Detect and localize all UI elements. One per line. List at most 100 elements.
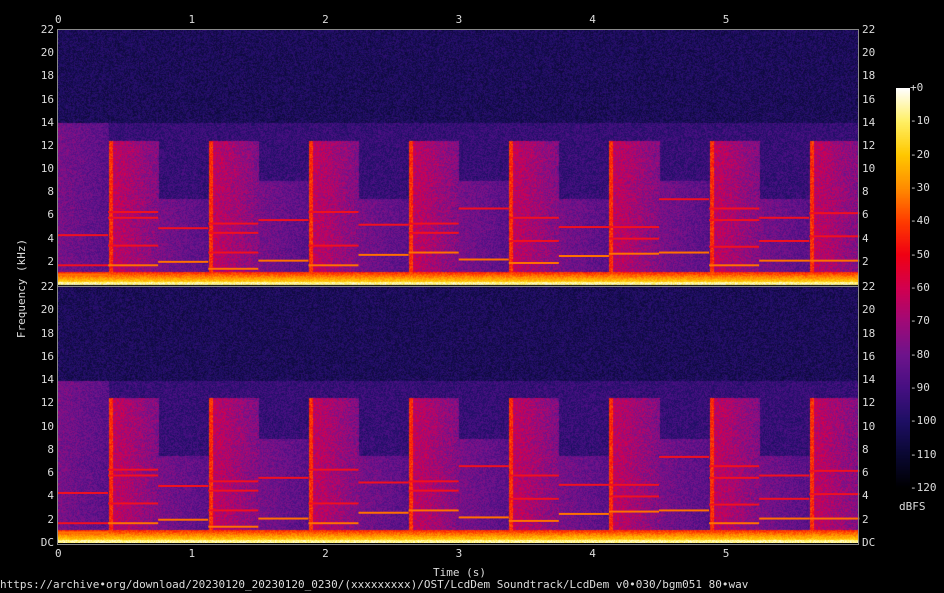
harmonic-line: [709, 219, 760, 222]
harmonic-line: [809, 212, 860, 215]
harmonic-line: [258, 476, 309, 479]
harmonic-line: [508, 474, 559, 477]
x-tick-label-top: 3: [455, 13, 463, 26]
x-axis-label: Time (s): [433, 566, 486, 579]
harmonic-line: [458, 465, 509, 468]
harmonic-line: [308, 502, 359, 505]
harmonic-line: [458, 516, 509, 519]
harmonic-line: [208, 480, 259, 483]
harmonic-line: [709, 522, 760, 525]
harmonic-line: [608, 226, 660, 229]
harmonic-line: [258, 219, 309, 222]
harmonic-line: [759, 259, 810, 262]
harmonic-line: [208, 251, 259, 254]
colorbar-tick-label: -70: [910, 314, 930, 328]
harmonic-line: [258, 517, 309, 520]
harmonic-line: [308, 210, 359, 213]
y-tick-label-left: 22: [40, 280, 54, 293]
y-tick-label-left: 4: [47, 489, 54, 503]
y-tick-label-right: 14: [862, 115, 876, 129]
y-tick-label-right: 2: [862, 512, 869, 526]
colorbar-tick-label: -80: [910, 347, 930, 361]
y-tick-label-right: 10: [862, 162, 876, 176]
harmonic-line: [58, 234, 109, 237]
y-tick-label-right: 8: [862, 185, 869, 199]
y-tick-label-right: 10: [862, 419, 876, 433]
y-tick-label-left: 20: [40, 46, 54, 60]
y-tick-label-right: 18: [862, 326, 876, 340]
y-tick-label-right: 6: [862, 466, 869, 480]
y-tick-label-right: 22: [862, 280, 876, 293]
harmonic-line: [408, 251, 459, 254]
x-tick-label-bottom: 4: [589, 547, 596, 560]
y-tick-label-left: 10: [40, 162, 54, 176]
harmonic-line: [258, 259, 309, 262]
harmonic-line: [608, 237, 660, 240]
harmonic-line: [659, 251, 710, 254]
colorbar-tick-label: -10: [910, 114, 930, 128]
harmonic-line: [558, 226, 609, 229]
y-tick-label-left: 16: [40, 92, 54, 106]
harmonic-line: [58, 491, 109, 494]
harmonic-line: [759, 517, 810, 520]
harmonic-line: [709, 503, 760, 506]
harmonic-line: [508, 216, 559, 219]
harmonic-line: [58, 273, 109, 276]
y-tick-label-right: 4: [862, 231, 869, 245]
harmonic-line: [809, 469, 860, 472]
harmonic-line: [58, 531, 109, 534]
harmonic-line: [308, 244, 359, 247]
y-tick-label-right: 2: [862, 254, 869, 268]
harmonic-line: [158, 484, 209, 487]
harmonic-line: [358, 253, 409, 256]
colorbar-tick-label: -110: [910, 447, 937, 461]
harmonic-line: [709, 245, 760, 248]
harmonic-line: [709, 465, 760, 468]
y-tick-label-right: 22: [862, 23, 876, 36]
harmonic-line: [608, 510, 660, 513]
harmonic-line: [558, 483, 609, 486]
y-tick-label-left: 2: [47, 254, 54, 268]
harmonic-line: [659, 455, 710, 458]
harmonic-line: [358, 481, 409, 484]
y-tick-label-left: 14: [40, 373, 54, 387]
harmonic-line: [108, 474, 159, 477]
y-tick-label-left: 20: [40, 303, 54, 317]
harmonic-line: [408, 231, 459, 234]
x-tick-label-top: 0: [55, 13, 62, 26]
harmonic-line: [608, 252, 660, 255]
harmonic-line: [208, 222, 259, 225]
y-tick-label-left: 18: [40, 69, 54, 83]
y-tick-label-left: 8: [47, 185, 54, 199]
y-tick-label-left: 14: [40, 115, 54, 129]
x-tick-label-bottom: 5: [722, 547, 730, 560]
colorbar-tick-label: -20: [910, 147, 930, 161]
y-tick-label-right: 12: [862, 138, 876, 152]
harmonic-line: [608, 483, 660, 486]
harmonic-line: [408, 489, 459, 492]
y-tick-label-left: 2: [47, 512, 54, 526]
colorbar: [896, 88, 910, 488]
y-tick-label-left: DC: [40, 536, 54, 549]
harmonic-line: [809, 517, 860, 520]
x-tick-label-top: 4: [589, 13, 596, 26]
harmonic-line: [308, 264, 359, 267]
y-tick-label-right: 18: [862, 69, 876, 83]
colorbar-tick-label: -90: [910, 381, 930, 394]
x-tick-label-bottom: 2: [322, 547, 329, 560]
harmonic-line: [809, 235, 860, 238]
harmonic-line: [709, 476, 760, 479]
colorbar-tick-label: -60: [910, 281, 930, 294]
harmonic-line: [759, 497, 810, 500]
x-tick-label-bottom: 0: [55, 547, 62, 560]
harmonic-line: [608, 495, 660, 498]
x-tick-label-top: 1: [188, 13, 196, 26]
harmonic-line: [208, 267, 259, 270]
harmonic-line: [458, 258, 509, 261]
source-path: https://archive•org/download/20230120_20…: [0, 578, 749, 591]
harmonic-line: [58, 264, 109, 267]
harmonic-line: [809, 493, 860, 496]
colorbar-tick-label: -50: [910, 247, 930, 261]
colorbar-tick-label: -30: [910, 181, 930, 194]
